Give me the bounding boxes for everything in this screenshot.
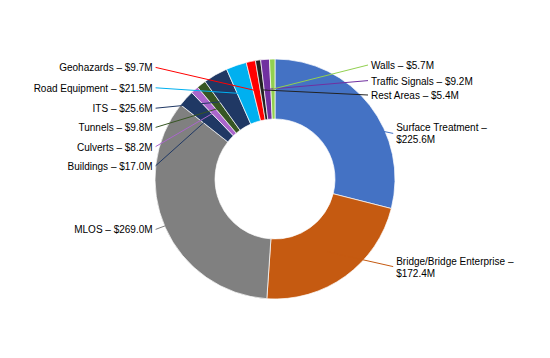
svg-text:Bridge/Bridge Enterprise –$172: Bridge/Bridge Enterprise –$172.4M	[396, 255, 514, 278]
svg-text:Walls – $5.7M: Walls – $5.7M	[371, 60, 434, 71]
svg-text:ITS – $25.6M: ITS – $25.6M	[93, 103, 153, 114]
svg-text:Buildings – $17.0M: Buildings – $17.0M	[68, 160, 153, 171]
svg-text:Culverts – $8.2M: Culverts – $8.2M	[77, 141, 153, 152]
svg-text:MLOS – $269.0M: MLOS – $269.0M	[74, 224, 152, 235]
svg-text:Surface Treatment –$225.6M: Surface Treatment –$225.6M	[396, 122, 487, 145]
svg-text:Road Equipment – $21.5M: Road Equipment – $21.5M	[34, 82, 153, 93]
svg-text:Traffic Signals – $9.2M: Traffic Signals – $9.2M	[371, 75, 473, 86]
svg-text:Rest Areas – $5.4M: Rest Areas – $5.4M	[371, 90, 459, 101]
svg-text:Tunnels – $9.8M: Tunnels – $9.8M	[78, 122, 152, 133]
svg-text:Geohazards – $9.7M: Geohazards – $9.7M	[59, 62, 152, 73]
